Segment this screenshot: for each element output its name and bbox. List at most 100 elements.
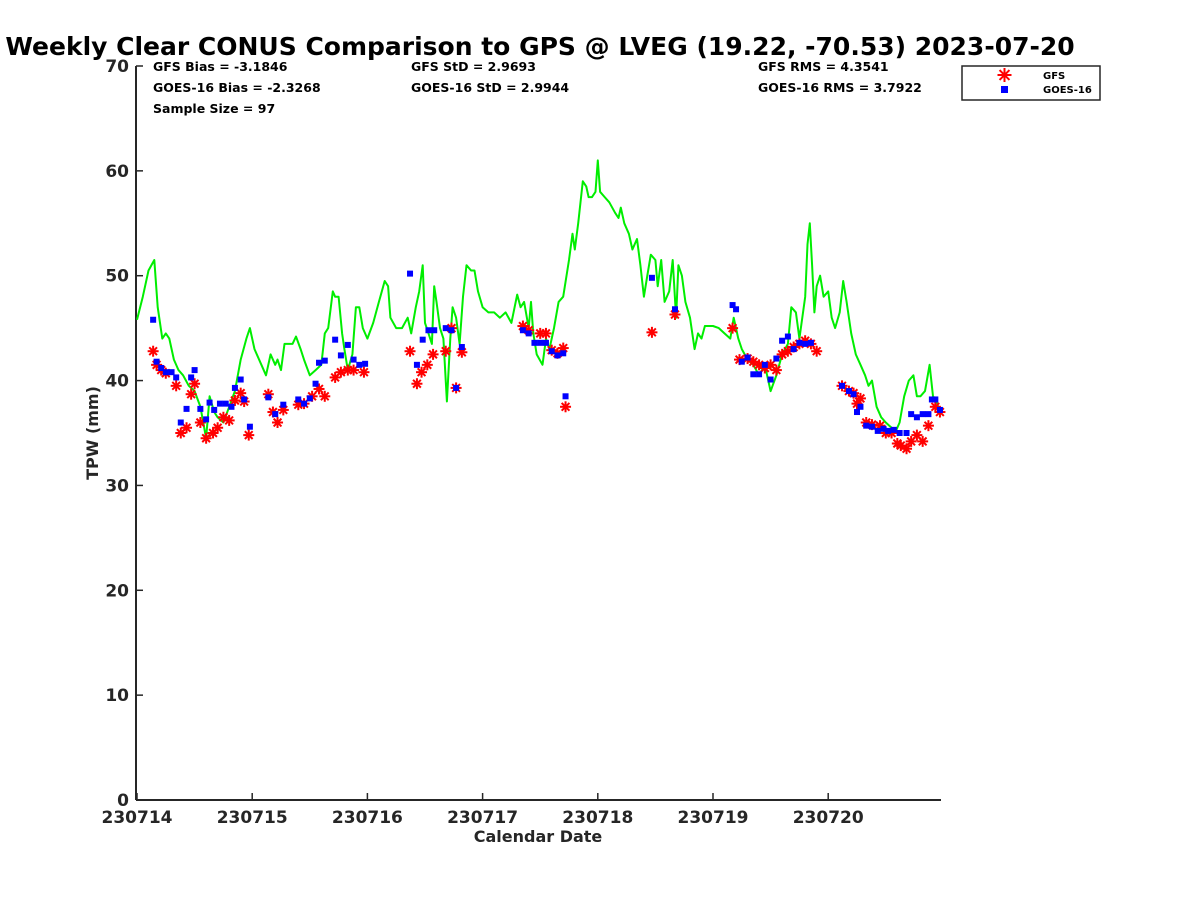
goes16-point [332,336,339,343]
goes16-point [301,400,308,407]
legend-goes-label: GOES-16 [1043,85,1092,96]
goes16-point [839,382,846,389]
goes16-point [729,302,736,309]
goes16-point [908,411,915,418]
gfs-point [811,345,823,357]
gfs-point [770,364,782,376]
goes16-point [863,422,870,429]
y-tick-label: 0 [117,791,129,811]
goes16-point [216,400,223,407]
gfs-point [917,435,929,447]
goes16-point [356,361,363,368]
legend-gfs-asterisk-shape [997,68,1012,82]
goes16-point [932,396,939,403]
goes16-point [850,391,857,398]
goes16-point [874,427,881,434]
x-tick-label: 230716 [332,808,403,828]
goes16-point [790,346,797,353]
goes16-point [413,361,420,368]
goes16-point [183,405,190,412]
goes16-point [802,340,809,347]
goes16-point [350,356,357,363]
goes16-point [756,371,763,378]
x-tick-label: 230720 [793,808,864,828]
goes16-point [519,327,526,334]
gfs-point [427,348,439,360]
gfs-point [170,380,182,392]
goes16-point [295,396,302,403]
goes16-point [407,270,414,277]
goes16-point [241,396,248,403]
legend-box [961,65,1101,101]
y-axis-label: TPW (mm) [83,386,102,480]
goes16-point [228,403,235,410]
gfs-point [440,345,452,357]
goes16-point [857,403,864,410]
goes16-point [162,369,169,376]
gfs-point [646,326,658,338]
goes16-point [744,354,751,361]
gfs-point [272,417,284,429]
goes16-point [525,330,532,337]
goes16-point [913,414,920,421]
goes16-point [191,367,198,374]
goes16-point [280,401,287,408]
goes16-point [925,411,932,418]
gfs-point [235,387,247,399]
series-layer [136,159,946,455]
legend-goes-square-icon [1001,86,1008,93]
x-tick-label: 230715 [217,808,288,828]
goes16-point [425,327,432,334]
goes16-point [168,369,175,376]
goes16-point [206,399,213,406]
goes16-point [807,339,814,346]
goes16-point [896,430,903,436]
gfs-point [404,345,416,357]
legend: GFS GOES-16 [961,65,1101,101]
gfs-point [421,359,433,371]
goes16-point [761,361,768,368]
goes-std-stat: GOES-16 StD = 2.9944 [411,80,569,95]
goes16-point [548,348,555,355]
y-tick-label: 70 [105,57,129,77]
goes16-point [211,406,218,413]
goes16-point [362,360,369,367]
y-tick-label: 40 [105,372,129,392]
gps-series-line [136,159,941,440]
x-axis-label: Calendar Date [474,827,603,846]
y-axis-ticks: 0 10 20 30 40 50 60 70 [105,57,143,811]
goes16-point [419,336,426,343]
goes16-point [767,376,774,383]
goes16-point [173,374,180,381]
goes16-point [231,384,238,391]
goes16-point [265,394,272,401]
gfs-rms-stat: GFS RMS = 4.3541 [758,59,889,74]
plot-frame [135,66,941,801]
goes16-point [453,384,460,391]
goes16-point [537,339,544,346]
gfs-point [185,388,197,400]
gfs-point [223,414,235,426]
y-tick-label: 60 [105,162,129,182]
statistics-block: GFS Bias = -3.1846 GOES-16 Bias = -2.326… [153,59,922,116]
goes16-point [203,416,210,423]
gfs-point [194,417,206,429]
goes16-point [773,355,780,362]
gfs-point [560,401,572,413]
y-tick-label: 10 [105,686,129,706]
goes16-point [542,339,549,346]
gfs-point [782,345,794,357]
goes16-point [784,333,791,340]
goes-bias-stat: GOES-16 Bias = -2.3268 [153,80,321,95]
goes16-point [779,337,786,344]
gfs-point [212,422,224,434]
goes16-point [337,352,344,359]
sample-size-stat: Sample Size = 97 [153,101,275,116]
goes16-point [868,423,875,430]
goes16-point [560,350,567,357]
goes16-point [885,427,892,434]
gfs-point [319,390,331,402]
goes16-point [188,374,195,381]
goes16-point [880,425,887,432]
